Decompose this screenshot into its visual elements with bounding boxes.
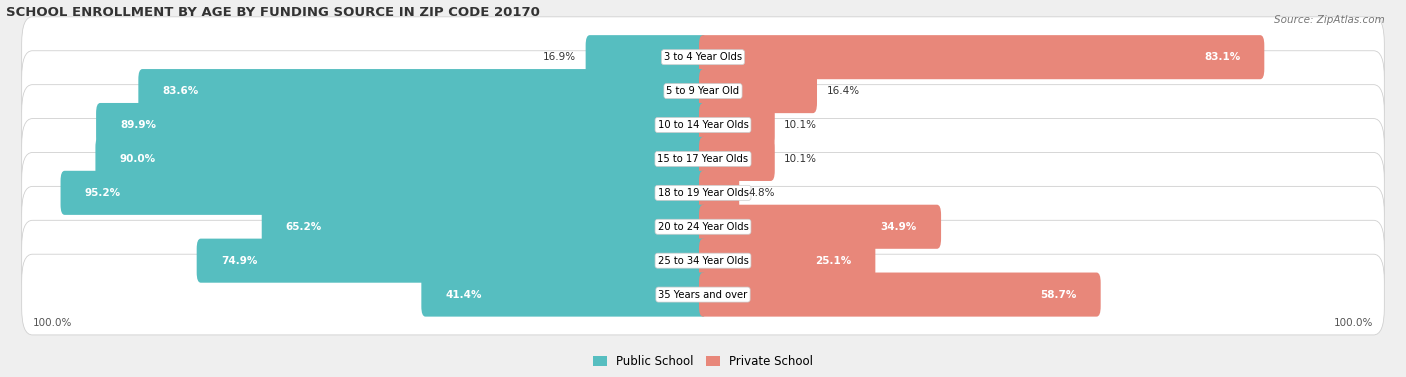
Text: 74.9%: 74.9%	[221, 256, 257, 266]
Text: 34.9%: 34.9%	[880, 222, 917, 232]
Text: 89.9%: 89.9%	[121, 120, 156, 130]
Text: Source: ZipAtlas.com: Source: ZipAtlas.com	[1274, 15, 1385, 25]
Text: 58.7%: 58.7%	[1040, 290, 1077, 300]
Text: 10.1%: 10.1%	[785, 120, 817, 130]
FancyBboxPatch shape	[96, 137, 707, 181]
Text: 83.6%: 83.6%	[163, 86, 198, 96]
Text: 16.4%: 16.4%	[827, 86, 859, 96]
Text: 18 to 19 Year Olds: 18 to 19 Year Olds	[658, 188, 748, 198]
Text: 3 to 4 Year Olds: 3 to 4 Year Olds	[664, 52, 742, 62]
Text: SCHOOL ENROLLMENT BY AGE BY FUNDING SOURCE IN ZIP CODE 20170: SCHOOL ENROLLMENT BY AGE BY FUNDING SOUR…	[6, 6, 540, 18]
FancyBboxPatch shape	[21, 85, 1385, 166]
Text: 10.1%: 10.1%	[785, 154, 817, 164]
FancyBboxPatch shape	[21, 17, 1385, 98]
Text: 83.1%: 83.1%	[1204, 52, 1240, 62]
Text: 95.2%: 95.2%	[84, 188, 121, 198]
FancyBboxPatch shape	[138, 69, 707, 113]
Text: 65.2%: 65.2%	[285, 222, 322, 232]
Text: 100.0%: 100.0%	[32, 319, 72, 328]
FancyBboxPatch shape	[21, 186, 1385, 267]
FancyBboxPatch shape	[262, 205, 707, 249]
FancyBboxPatch shape	[60, 171, 707, 215]
FancyBboxPatch shape	[699, 35, 1264, 79]
FancyBboxPatch shape	[422, 273, 707, 317]
FancyBboxPatch shape	[96, 103, 707, 147]
Legend: Public School, Private School: Public School, Private School	[588, 351, 818, 373]
FancyBboxPatch shape	[21, 254, 1385, 335]
Text: 4.8%: 4.8%	[748, 188, 775, 198]
FancyBboxPatch shape	[586, 35, 707, 79]
FancyBboxPatch shape	[21, 152, 1385, 233]
FancyBboxPatch shape	[699, 239, 876, 283]
Text: 41.4%: 41.4%	[446, 290, 482, 300]
FancyBboxPatch shape	[197, 239, 707, 283]
Text: 15 to 17 Year Olds: 15 to 17 Year Olds	[658, 154, 748, 164]
FancyBboxPatch shape	[699, 273, 1101, 317]
FancyBboxPatch shape	[699, 171, 740, 215]
FancyBboxPatch shape	[21, 119, 1385, 199]
Text: 20 to 24 Year Olds: 20 to 24 Year Olds	[658, 222, 748, 232]
Text: 90.0%: 90.0%	[120, 154, 156, 164]
Text: 25 to 34 Year Olds: 25 to 34 Year Olds	[658, 256, 748, 266]
Text: 100.0%: 100.0%	[1334, 319, 1374, 328]
Text: 25.1%: 25.1%	[815, 256, 851, 266]
FancyBboxPatch shape	[699, 205, 941, 249]
FancyBboxPatch shape	[699, 103, 775, 147]
FancyBboxPatch shape	[21, 51, 1385, 132]
Text: 10 to 14 Year Olds: 10 to 14 Year Olds	[658, 120, 748, 130]
FancyBboxPatch shape	[699, 137, 775, 181]
Text: 5 to 9 Year Old: 5 to 9 Year Old	[666, 86, 740, 96]
Text: 35 Years and over: 35 Years and over	[658, 290, 748, 300]
Text: 16.9%: 16.9%	[543, 52, 576, 62]
FancyBboxPatch shape	[699, 69, 817, 113]
FancyBboxPatch shape	[21, 220, 1385, 301]
